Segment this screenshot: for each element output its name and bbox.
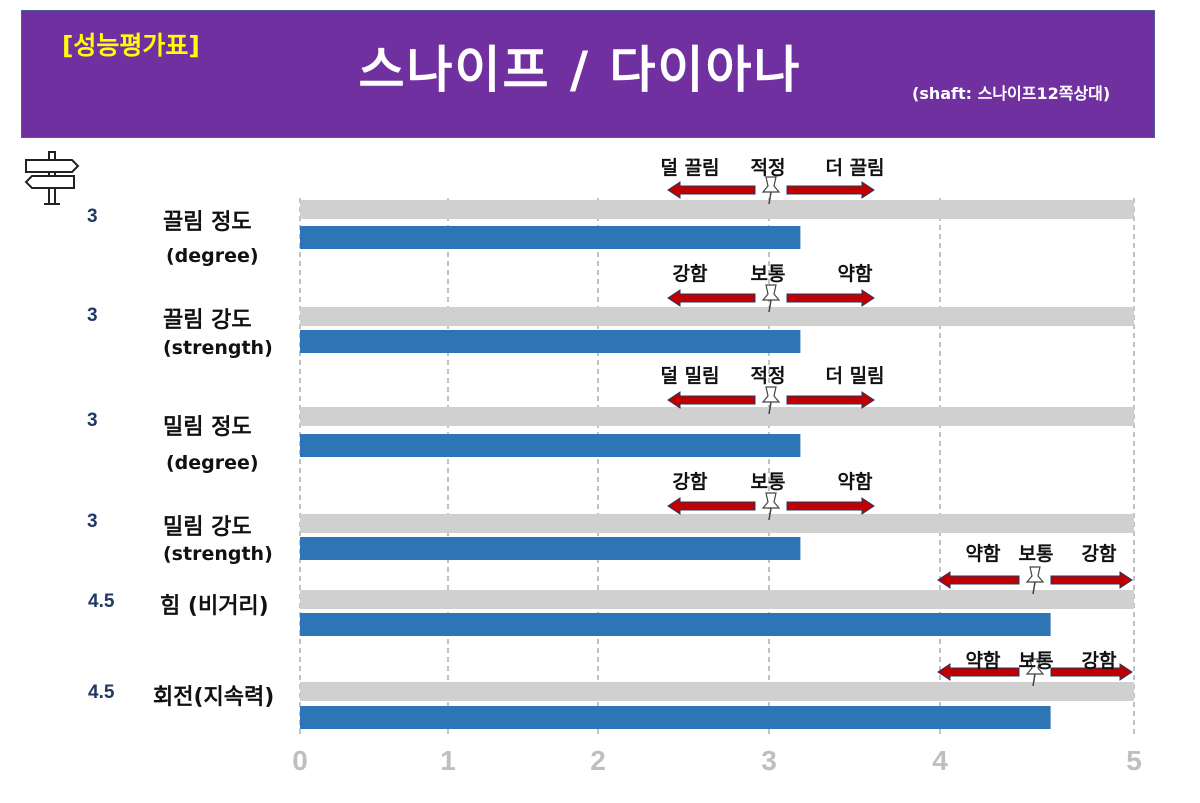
row-3-sublabel: (degree): [166, 452, 259, 474]
pushpin-needle: [1032, 581, 1036, 595]
annotation-right: 약함: [838, 263, 873, 285]
track-bar: [300, 307, 1134, 326]
annotation-left: 강함: [673, 263, 708, 285]
annotation-right: 강함: [1082, 650, 1117, 672]
row-1-sublabel: (degree): [166, 245, 259, 267]
annotation-right: 약함: [838, 471, 873, 493]
evaluation-badge: [성능평가표]: [62, 31, 200, 60]
row-4-score: 3: [87, 511, 98, 532]
row-5-label: 힘 (비거리): [160, 594, 269, 619]
annotation-left: 덜 밀림: [660, 365, 719, 387]
annotation-left: 약함: [966, 650, 1001, 672]
pushpin-needle: [1032, 673, 1036, 687]
track-bar: [300, 200, 1134, 219]
pushpin-icon: [761, 176, 781, 193]
left-arrow: [667, 391, 756, 409]
annotation-right: 더 끌림: [825, 157, 884, 179]
annotation-center: 보통: [1019, 543, 1054, 565]
row-2-score: 3: [87, 305, 98, 326]
header-banner: [21, 10, 1155, 138]
x-tick-label: 5: [1126, 745, 1142, 776]
x-tick-label: 2: [590, 745, 606, 776]
left-arrow: [667, 289, 756, 307]
row-2-label: 끌림 강도: [163, 308, 252, 333]
annotation-center: 적정: [751, 157, 786, 179]
annotation-left: 약함: [966, 543, 1001, 565]
annotation-left: 덜 끌림: [660, 157, 719, 179]
row-3-score: 3: [87, 410, 98, 431]
row-5-score: 4.5: [88, 591, 115, 612]
pushpin-needle: [768, 299, 772, 313]
left-arrow: [667, 497, 756, 515]
right-arrow: [786, 391, 875, 409]
annotation-center: 보통: [751, 263, 786, 285]
row-1-score: 3: [87, 206, 98, 227]
row-4-sublabel: (strength): [163, 543, 273, 565]
annotation-left: 강함: [673, 471, 708, 493]
pushpin-icon: [761, 386, 781, 403]
value-bar: [300, 537, 801, 560]
value-bar: [300, 706, 1051, 729]
value-bar: [300, 613, 1051, 636]
pushpin-icon: [761, 284, 781, 301]
x-tick-label: 1: [440, 745, 456, 776]
left-arrow: [667, 181, 756, 199]
row-2-sublabel: (strength): [163, 337, 273, 359]
left-arrow: [937, 571, 1020, 589]
track-bar: [300, 407, 1134, 426]
track-bar: [300, 514, 1134, 533]
row-6-score: 4.5: [88, 682, 115, 703]
pushpin-needle: [768, 191, 772, 205]
annotation-right: 더 밀림: [825, 365, 884, 387]
right-arrow: [786, 289, 875, 307]
track-bar: [300, 590, 1134, 609]
right-arrow: [786, 497, 875, 515]
row-4-label: 밀림 강도: [163, 515, 252, 540]
x-tick-label: 4: [932, 745, 948, 776]
annotation-center: 적정: [751, 365, 786, 387]
signpost-icon: [24, 151, 80, 205]
pushpin-icon: [1025, 566, 1045, 583]
right-arrow: [1050, 663, 1133, 681]
value-bar: [300, 434, 801, 457]
annotation-center: 보통: [751, 471, 786, 493]
value-bar: [300, 330, 801, 353]
value-bar: [300, 226, 801, 249]
pushpin-icon: [1025, 658, 1045, 675]
left-arrow: [937, 663, 1020, 681]
row-1-label: 끌림 정도: [163, 210, 252, 235]
page-title: 스나이프 / 다이아나: [358, 41, 802, 99]
right-arrow: [1050, 571, 1133, 589]
pushpin-needle: [768, 401, 772, 415]
annotation-right: 강함: [1082, 543, 1117, 565]
x-tick-label: 3: [761, 745, 777, 776]
pushpin-icon: [761, 492, 781, 509]
row-3-label: 밀림 정도: [163, 415, 252, 440]
pushpin-needle: [768, 507, 772, 521]
shaft-subtitle: (shaft: 스나이프12쪽상대): [912, 84, 1111, 103]
track-bar: [300, 682, 1134, 701]
x-tick-label: 0: [292, 745, 308, 776]
annotation-center: 보통: [1019, 650, 1054, 672]
right-arrow: [786, 181, 875, 199]
row-6-label: 회전(지속력): [153, 685, 275, 710]
